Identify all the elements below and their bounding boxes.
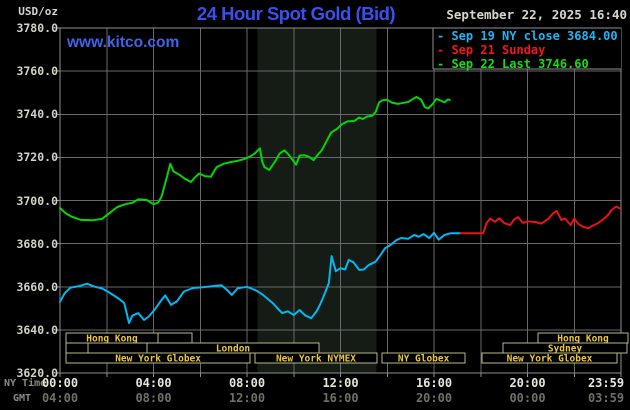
session-box bbox=[381, 352, 466, 364]
session-label: Hong Kong bbox=[86, 334, 138, 345]
session-label: Sydney bbox=[548, 344, 583, 355]
session-box bbox=[157, 332, 193, 344]
session-label: London bbox=[216, 344, 250, 355]
session-label: New York Globex bbox=[507, 354, 593, 365]
chart-datetime: September 22, 2025 16:40 bbox=[446, 7, 627, 22]
y-tick-label: 3720.0 bbox=[16, 150, 58, 165]
kitco-watermark-link[interactable]: www.kitco.com bbox=[67, 34, 180, 51]
x-tick-label-gmt: 12:00 bbox=[228, 391, 266, 405]
y-tick-label: 3620.0 bbox=[16, 366, 58, 380]
y-tick-label: 3780.0 bbox=[16, 21, 58, 35]
series-sep19 bbox=[59, 231, 462, 324]
series-sep21 bbox=[459, 205, 621, 235]
page-title: 24 Hour Spot Gold (Bid) bbox=[196, 3, 396, 24]
x-tick-label-ny: 23:59 bbox=[587, 376, 625, 390]
x-tick-label-gmt: 03:59 bbox=[587, 391, 625, 405]
legend-sunday: - Sep 21 Sunday bbox=[437, 43, 546, 57]
gmt-axis-label: GMT bbox=[13, 393, 32, 404]
session-box bbox=[481, 352, 618, 364]
y-axis-units-label: USD/oz bbox=[18, 5, 58, 18]
legend-prev-close: - Sep 19 NY close 3684.00 bbox=[437, 29, 618, 43]
x-tick-label-ny: 00:00 bbox=[41, 376, 79, 390]
y-tick-label: 3660.0 bbox=[16, 279, 58, 294]
x-tick-label-ny: 04:00 bbox=[135, 376, 172, 390]
legend-last: - Sep 22 Last 3746.60 bbox=[437, 57, 589, 71]
y-tick-label: 3740.0 bbox=[16, 107, 58, 122]
y-tick-label: 3680.0 bbox=[16, 236, 58, 251]
x-tick-label-ny: 16:00 bbox=[415, 376, 453, 390]
session-label: NY Globex bbox=[398, 354, 450, 365]
y-tick-label: 3640.0 bbox=[16, 322, 58, 337]
session-box bbox=[87, 342, 148, 354]
session-box bbox=[65, 342, 89, 354]
ny-time-axis-label: NY Time bbox=[4, 378, 47, 389]
session-label: New York NYMEX bbox=[276, 354, 356, 365]
session-box bbox=[254, 352, 378, 364]
session-box bbox=[65, 352, 251, 364]
x-tick-label-gmt: 04:00 bbox=[41, 391, 79, 405]
session-label: New York Globex bbox=[115, 354, 201, 365]
y-tick-label: 3700.0 bbox=[16, 193, 58, 208]
x-tick-label-ny: 20:00 bbox=[509, 376, 546, 390]
x-tick-label-ny: 08:00 bbox=[228, 376, 266, 390]
legend-panel bbox=[433, 28, 621, 70]
y-tick-label: 3760.0 bbox=[16, 64, 58, 79]
x-tick-label-gmt: 00:00 bbox=[509, 391, 546, 405]
x-tick-label-ny: 12:00 bbox=[322, 376, 359, 390]
x-tick-label-gmt: 08:00 bbox=[135, 391, 172, 405]
x-tick-label-gmt: 16:00 bbox=[322, 391, 359, 405]
x-tick-label-gmt: 20:00 bbox=[415, 391, 453, 405]
session-label: Hong Kong bbox=[557, 334, 609, 345]
series-sep22 bbox=[59, 96, 451, 222]
